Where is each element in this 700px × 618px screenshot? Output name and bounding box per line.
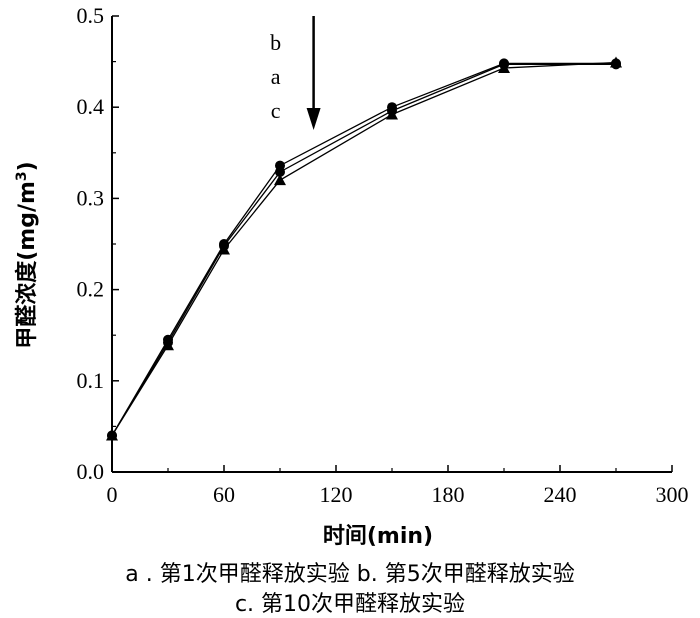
y-tick-label: 0.1 [77, 368, 105, 393]
y-axis-label: 甲醛浓度(mg/m3) [14, 161, 40, 349]
series-b-line [111, 62, 616, 436]
x-tick-label: 300 [656, 482, 689, 507]
x-tick-label: 240 [544, 482, 577, 507]
x-axis-label: 时间(min) [323, 524, 433, 549]
axes [111, 16, 672, 473]
x-tick-label: 120 [320, 482, 353, 507]
x-tick-label: 60 [213, 482, 235, 507]
annotation-label-c: c [271, 98, 281, 123]
y-axis-label-superscript: 3 [14, 171, 30, 181]
annotation-label-b: b [270, 30, 281, 55]
y-tick-label: 0.3 [77, 185, 105, 210]
x-ticks: 0 60 120 180 240 300 [107, 465, 689, 507]
series-c-point [274, 174, 286, 186]
annotation-arrow-head [306, 108, 321, 130]
series-a-line [111, 63, 616, 436]
y-tick-label: 0.4 [77, 94, 105, 119]
y-ticks: 0.0 0.1 0.2 0.3 0.4 0.5 [77, 3, 119, 484]
series-c-line [111, 61, 617, 436]
series-c-point [386, 108, 398, 120]
series-b-point [387, 102, 397, 113]
y-axis-label-main: 甲醛浓度(mg/m [14, 181, 40, 349]
caption-line-1: a . 第1次甲醛释放实验 b. 第5次甲醛释放实验 [125, 562, 575, 587]
caption-line-2: c. 第10次甲醛释放实验 [234, 592, 466, 617]
series-c-point [106, 429, 118, 441]
series-c-point [218, 243, 230, 255]
series-c-point [162, 339, 174, 351]
y-tick-label: 0.5 [77, 3, 105, 28]
series-group [106, 56, 622, 441]
series-c-point [610, 56, 622, 68]
series-b-point [275, 160, 285, 171]
x-tick-label: 0 [107, 482, 118, 507]
series-c-point [498, 61, 510, 73]
annotation: bac [270, 16, 321, 130]
y-axis-label-close: ) [15, 161, 40, 171]
y-tick-label: 0.2 [77, 277, 105, 302]
annotation-label-a: a [271, 64, 281, 89]
x-tick-label: 180 [432, 482, 465, 507]
y-tick-label: 0.0 [77, 459, 105, 484]
